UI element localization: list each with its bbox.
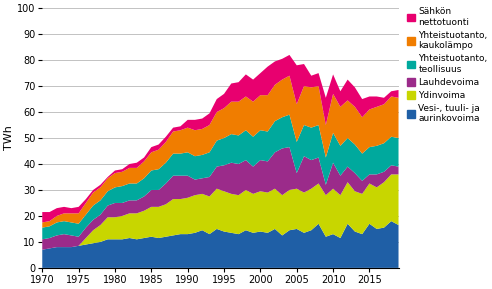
Y-axis label: TWh: TWh (4, 126, 14, 151)
Legend: Sähkön
nettotuonti, Yhteistuotanto,
kaukolämpo, Yhteistuotanto,
teollisuus, Lauh: Sähkön nettotuonti, Yhteistuotanto, kauk… (406, 8, 488, 123)
